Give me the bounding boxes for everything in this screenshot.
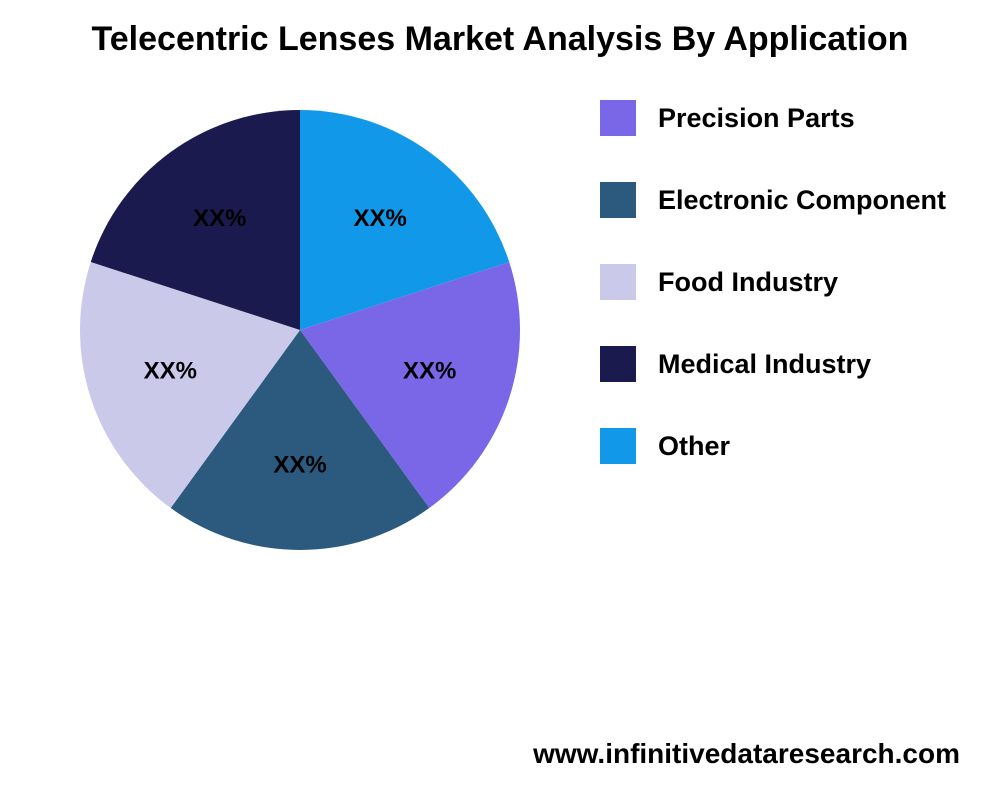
pie-chart: XX% XX% XX% XX% XX% [60,90,540,570]
pie-slice-label: XX% [353,205,406,232]
legend-item: Electronic Component [600,182,1000,218]
chart-title: Telecentric Lenses Market Analysis By Ap… [0,20,1000,59]
pie-slice-label: XX% [144,357,197,384]
legend: Precision Parts Electronic Component Food … [600,100,1000,510]
legend-item: Other [600,428,1000,464]
pie-slice-label: XX% [403,357,456,384]
legend-label: Precision Parts [658,103,855,134]
legend-label: Electronic Component [658,185,946,216]
legend-label: Food Industry [658,267,838,298]
legend-label: Other [658,431,730,462]
pie-slice-label: XX% [193,205,246,232]
legend-item: Precision Parts [600,100,1000,136]
legend-item: Food Industry [600,264,1000,300]
pie-svg: XX% XX% XX% XX% XX% [60,90,540,570]
legend-swatch [600,346,636,382]
legend-swatch [600,182,636,218]
footer-url: www.infinitivedataresearch.com [533,738,960,770]
legend-item: Medical Industry [600,346,1000,382]
pie-slice-label: XX% [273,452,326,479]
legend-swatch [600,100,636,136]
legend-swatch [600,264,636,300]
legend-swatch [600,428,636,464]
legend-label: Medical Industry [658,349,871,380]
